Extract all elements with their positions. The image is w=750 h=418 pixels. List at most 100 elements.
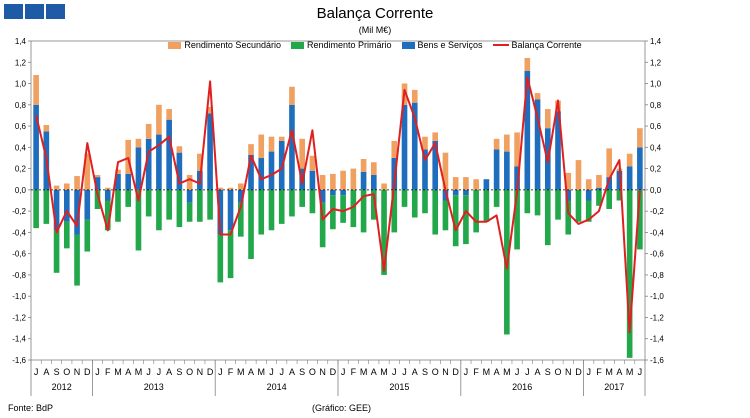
x-tick-label-month: S (422, 367, 428, 377)
bar-goods (504, 151, 510, 190)
x-tick-label-month: A (616, 367, 622, 377)
bar-goods (493, 149, 500, 190)
y-tick-label-left: 1,0 (15, 80, 27, 89)
bar-secondary (524, 58, 531, 71)
x-tick-label-month: S (54, 367, 60, 377)
bar-primary (53, 230, 60, 273)
x-tick-label-year: 2015 (389, 382, 409, 392)
bar-goods (606, 177, 612, 190)
chart-title: Balança Corrente (316, 5, 434, 22)
y-tick-label-left: 1,2 (15, 58, 27, 67)
bar-primary (145, 189, 152, 217)
chart-subtitle: (Mil M€) (358, 25, 392, 35)
bar-secondary (53, 185, 60, 190)
bar-goods (166, 119, 172, 190)
legend-swatch-balance (492, 44, 509, 46)
bar-secondary (422, 136, 428, 150)
bar-secondary (442, 152, 449, 190)
bar-goods (53, 189, 60, 231)
bar-primary (401, 189, 408, 207)
bar-secondary (248, 144, 254, 155)
bar-goods (268, 151, 275, 190)
bar-primary (626, 189, 633, 358)
x-tick-label-month: F (105, 367, 111, 377)
bar-primary (637, 189, 643, 250)
bar-secondary (115, 169, 121, 174)
bar-secondary (309, 155, 316, 171)
bar-goods (319, 189, 326, 203)
legend-item-goods: Bens e Serviços (401, 40, 483, 50)
bar-primary (473, 189, 479, 233)
y-tick-label-left: 0,4 (15, 143, 27, 152)
bar-goods (616, 170, 623, 190)
bar-primary (197, 189, 203, 222)
y-tick-label-left: 0,0 (15, 186, 27, 195)
bar-primary (452, 195, 459, 247)
y-tick-label-left: -1,4 (12, 335, 26, 344)
bar-primary (493, 189, 500, 207)
x-tick-label-month: J (34, 367, 39, 377)
bar-secondary (268, 136, 275, 152)
x-tick-label-month: D (330, 367, 337, 377)
x-tick-label-month: J (586, 367, 591, 377)
x-tick-label-month: N (442, 367, 449, 377)
bar-goods (452, 189, 459, 196)
y-tick-label-left: 0,2 (15, 165, 27, 174)
bar-goods (330, 189, 336, 196)
legend-item-primary: Rendimento Primário (290, 40, 392, 50)
bar-secondary (463, 177, 469, 190)
bar-secondary (156, 104, 162, 135)
legend-label-primary: Rendimento Primário (306, 40, 392, 50)
x-tick-label-month: J (269, 367, 274, 377)
x-tick-label-month: M (380, 367, 388, 377)
x-tick-label-month: D (207, 367, 214, 377)
bar-secondary (350, 168, 357, 190)
bar-secondary (360, 159, 367, 172)
bar-primary (289, 189, 295, 217)
bar-secondary (33, 75, 39, 105)
legend-label-balance: Balança Corrente (511, 40, 582, 50)
bar-primary (74, 234, 80, 286)
bar-primary (237, 202, 244, 237)
bar-secondary (504, 134, 510, 152)
bar-secondary (84, 153, 91, 190)
bar-primary (371, 189, 377, 220)
x-tick-label-month: A (412, 367, 418, 377)
bar-goods (360, 171, 367, 190)
bar-goods (463, 189, 469, 196)
bar-primary (534, 189, 541, 216)
y-tick-label-left: 0,6 (15, 122, 27, 131)
bar-primary (422, 189, 428, 214)
y-tick-label-right: 0,8 (650, 101, 662, 110)
x-tick-label-month: M (114, 367, 122, 377)
bar-goods (411, 102, 418, 190)
y-tick-label-right: -0,2 (650, 207, 664, 216)
x-tick-label-month: A (535, 367, 541, 377)
bar-goods (401, 104, 408, 190)
bar-secondary (237, 183, 244, 190)
x-tick-label-month: F (596, 367, 602, 377)
credit-note: (Gráfico: GEE) (312, 403, 372, 413)
bar-secondary (330, 173, 336, 190)
bar-primary (227, 230, 234, 279)
bar-primary (94, 189, 101, 210)
bar-primary (596, 189, 602, 206)
x-tick-label-month: A (43, 367, 49, 377)
x-tick-label-year: 2013 (144, 382, 164, 392)
x-tick-label-month: A (125, 367, 131, 377)
bar-goods (145, 138, 152, 190)
bar-secondary (493, 138, 500, 150)
bar-secondary (544, 109, 551, 129)
x-tick-label-month: O (186, 367, 193, 377)
bar-primary (319, 202, 326, 248)
bar-secondary (289, 86, 295, 105)
bar-goods (104, 189, 111, 201)
bar-primary (299, 189, 305, 207)
y-tick-label-right: -1,2 (650, 313, 664, 322)
x-tick-label-month: J (95, 367, 100, 377)
x-tick-label-month: M (135, 367, 143, 377)
bar-primary (411, 189, 418, 218)
x-tick-label-month: J (525, 367, 530, 377)
bar-goods (555, 111, 561, 190)
